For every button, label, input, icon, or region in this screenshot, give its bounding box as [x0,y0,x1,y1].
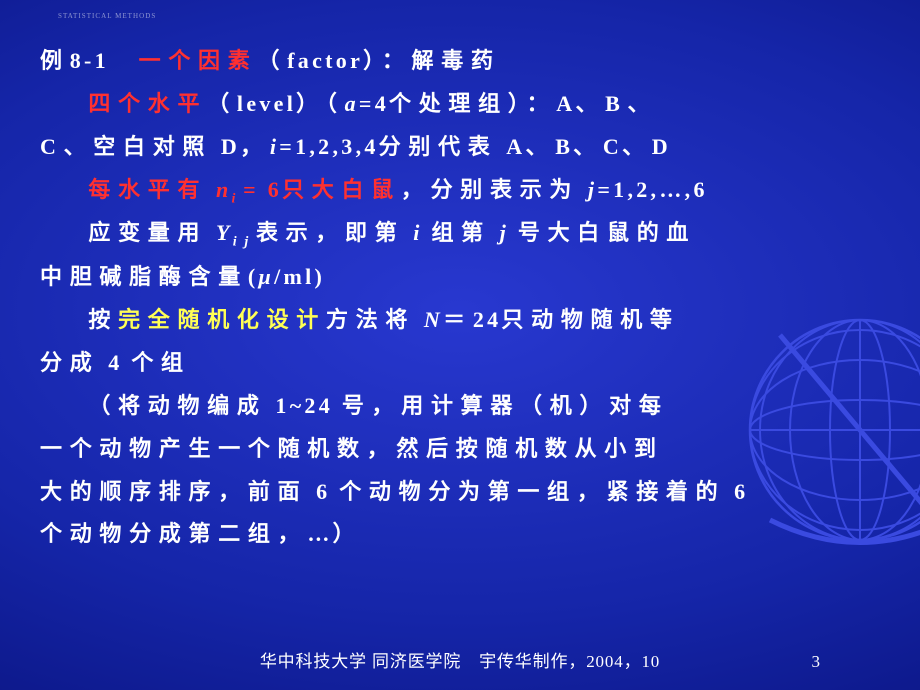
t-red: 只大白鼠 [282,177,401,202]
t: j [491,220,518,245]
t: 个动物分成第二组， [40,521,307,546]
line-11: 大的顺序排序，前面 6 个动物分为第一组，紧接着的 6 [40,471,880,514]
t: （ [257,48,287,73]
t: =1,2,3,4 [279,134,378,159]
t: 应变量用 [88,220,207,245]
t: i [404,220,431,245]
t: a [345,91,359,116]
t: Y [207,220,233,245]
slide-body: 例8-1 一个因素（factor）：解毒药 四个水平（level）（a=4个处理… [40,40,880,556]
t: j [579,177,597,202]
line-1: 例8-1 一个因素（factor）：解毒药 [40,40,880,83]
t: i [270,134,279,159]
t: factor [287,48,363,73]
t: 分成 [40,350,99,375]
tiny-header: STATISTICAL METHODS [58,12,156,20]
footer-text: 华中科技大学 同济医学院 宇传华制作，2004，10 [0,647,920,672]
t: 个处理组）： [389,91,556,116]
page-number: 3 [812,652,821,672]
t: C [603,134,622,159]
t: … [307,521,332,546]
t: 、空白对照 [64,134,213,159]
t: ）（ [296,91,344,116]
t: 6 [307,479,339,504]
t: /ml) [274,264,325,289]
t-yellow: 完全随机化设计 [118,307,326,332]
t: 、 [525,134,555,159]
t: 方法将 [326,307,415,332]
t: =4 [359,91,389,116]
t: ( [248,264,259,289]
t: D [212,134,240,159]
t: 例 [40,48,70,73]
line-4: 每水平有 ni= 6只大白鼠，分别表示为 j=1,2,…,6 [40,169,880,213]
t: ＝ [443,307,473,332]
line-9: （将动物编成 1~24 号，用计算器（机）对每 [40,385,880,428]
t: D [652,134,671,159]
t: （将动物编成 [88,393,266,418]
t: （ [207,91,237,116]
t: μ [259,264,275,289]
t: ） [333,521,363,546]
t: =1,2,…,6 [597,177,707,202]
t-red: 四个水平 [88,91,207,116]
line-12: 个动物分成第二组，…） [40,513,880,556]
t: 4 [99,350,131,375]
t: ， [240,134,270,159]
t: 、 [628,91,658,116]
t: 按 [88,307,118,332]
t: N [415,307,443,332]
t: 号大白鼠的血 [518,220,696,245]
t: B [605,91,627,116]
t: level [237,91,296,116]
t: A [497,134,525,159]
t: i [232,191,244,206]
t: B [555,134,573,159]
t: ，分别表示为 [401,177,579,202]
t: n [207,177,231,202]
t-red: 每水平有 [88,177,207,202]
line-7: 按完全随机化设计方法将 N＝24只动物随机等 [40,299,880,342]
t: 号，用计算器（机）对每 [342,393,669,418]
t: 8-1 [70,48,109,73]
t: 6 [725,479,748,504]
t: ）：解毒药 [363,48,501,73]
t: 大的顺序排序，前面 [40,479,307,504]
t: 1~24 [267,393,342,418]
t: 24 [473,307,502,332]
line-5: 应变量用 Yij表示，即第 i 组第 j 号大白鼠的血 [40,212,880,256]
line-6: 中胆碱脂酶含量(μ/ml) [40,256,880,299]
t: 只动物随机等 [501,307,679,332]
t: 表示，即第 [256,220,405,245]
line-10: 一个动物产生一个随机数，然后按随机数从小到 [40,428,880,471]
t: 、 [622,134,652,159]
t: A [556,91,575,116]
t: ij [233,235,256,250]
t-red: 一个因素 [109,48,258,73]
t: 中胆碱脂酶含量 [40,264,248,289]
t: = 6 [243,177,282,202]
line-3: C、空白对照 D，i=1,2,3,4分别代表 A、B、C、D [40,126,880,169]
t: 、 [575,91,605,116]
t: 个动物分为第一组，紧接着的 [339,479,725,504]
t: 一个动物产生一个随机数，然后按随机数从小到 [40,436,664,461]
t: 个组 [131,350,190,375]
t: 、 [573,134,603,159]
t: 分别代表 [379,134,498,159]
t: C [40,134,64,159]
line-8: 分成 4 个组 [40,342,880,385]
t: 组第 [431,220,490,245]
line-2: 四个水平（level）（a=4个处理组）：A、B、 [40,83,880,126]
